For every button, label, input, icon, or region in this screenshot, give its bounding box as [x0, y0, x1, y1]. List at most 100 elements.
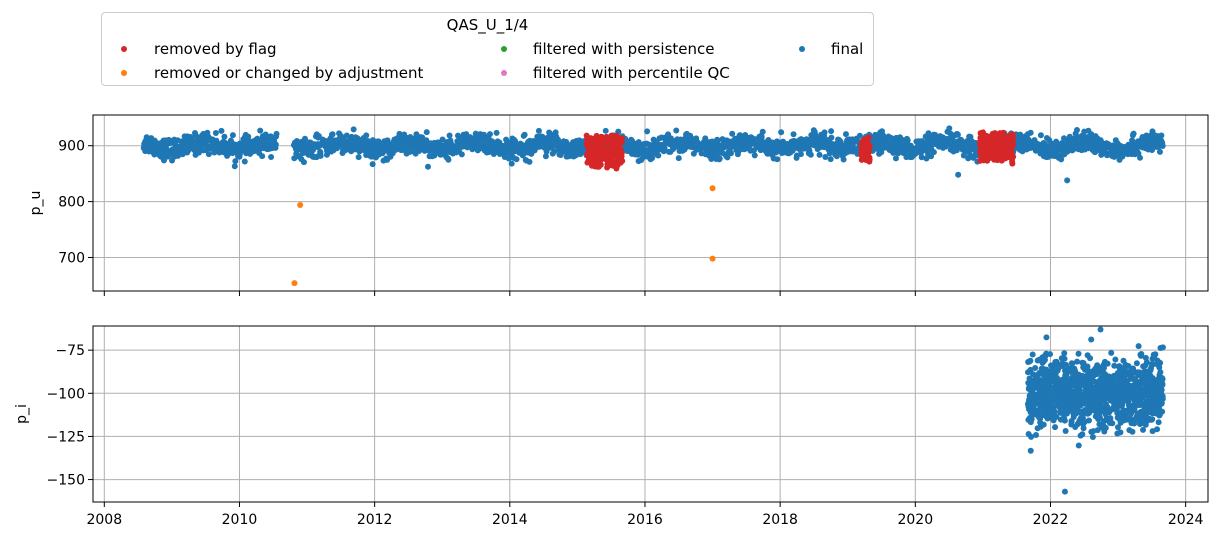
point-final — [1135, 343, 1142, 350]
point-final — [1027, 366, 1034, 373]
point-final — [1157, 359, 1164, 366]
point-final — [1088, 336, 1095, 343]
point-final — [790, 131, 797, 138]
point-final — [602, 127, 609, 134]
legend-label-removed-by-flag: removed by flag — [154, 40, 277, 58]
point-final — [716, 155, 723, 162]
point-final — [1156, 364, 1163, 371]
point-final — [1074, 358, 1081, 365]
point-final — [1107, 415, 1114, 422]
point-final — [1155, 419, 1162, 426]
point-final — [1140, 426, 1147, 433]
point-final — [675, 155, 682, 162]
y-tick-label: −100 — [47, 386, 85, 402]
point-final — [259, 153, 266, 160]
point-final — [439, 136, 446, 143]
point-final — [218, 127, 225, 134]
point-final — [751, 152, 758, 159]
point-final — [649, 154, 656, 161]
point-final — [954, 131, 961, 138]
point-final — [446, 132, 453, 139]
point-final — [1096, 414, 1103, 421]
point-final — [729, 130, 736, 137]
point-removed-or-changed-by-adjustment — [709, 185, 716, 192]
point-final — [1033, 431, 1040, 438]
point-removed-by-flag — [866, 142, 873, 149]
point-final — [1061, 417, 1068, 424]
x-tick-label: 2018 — [762, 512, 798, 528]
point-final — [1159, 395, 1166, 402]
point-final — [1149, 416, 1156, 423]
point-removed-by-flag — [1009, 134, 1016, 141]
point-final — [1097, 326, 1104, 333]
point-final — [350, 126, 357, 133]
legend-marker-filtered-persistence — [501, 46, 507, 52]
point-final — [257, 127, 264, 134]
point-final — [1156, 148, 1163, 155]
point-final — [930, 149, 937, 156]
point-final — [1154, 426, 1161, 433]
point-final — [1062, 428, 1069, 435]
point-final — [1108, 349, 1115, 356]
point-final — [904, 137, 911, 144]
point-final — [424, 163, 431, 170]
legend-label-filtered-percentile: filtered with percentile QC — [533, 64, 730, 82]
point-removed-or-changed-by-adjustment — [297, 201, 304, 208]
point-final — [644, 128, 651, 135]
point-final — [827, 156, 834, 163]
point-final — [160, 157, 167, 164]
point-final — [1064, 177, 1071, 184]
point-removed-by-flag — [597, 161, 604, 168]
point-final — [355, 154, 362, 161]
point-final — [1152, 351, 1159, 358]
point-final — [301, 135, 308, 142]
point-final — [892, 155, 899, 162]
point-final — [1158, 386, 1165, 393]
x-tick-label: 2012 — [357, 512, 393, 528]
point-final — [918, 154, 925, 161]
point-final — [1043, 334, 1050, 341]
y-tick-label: −75 — [55, 343, 85, 359]
point-final — [661, 145, 668, 152]
point-final — [1032, 365, 1039, 372]
point-removed-by-flag — [1010, 141, 1017, 148]
point-final — [1058, 156, 1065, 163]
point-final — [1114, 409, 1121, 416]
point-final — [1137, 154, 1144, 161]
point-final — [543, 148, 550, 155]
point-final — [1037, 132, 1044, 139]
point-final — [1129, 428, 1136, 435]
point-final — [1111, 362, 1118, 369]
point-final — [1061, 355, 1068, 362]
point-final — [229, 132, 236, 139]
point-final — [231, 163, 238, 170]
point-removed-or-changed-by-adjustment — [291, 280, 298, 287]
point-final — [1130, 130, 1137, 137]
point-removed-by-flag — [865, 134, 872, 141]
point-final — [856, 132, 863, 139]
point-final — [1027, 447, 1034, 454]
point-final — [232, 158, 239, 165]
legend-marker-filtered-percentile — [501, 70, 507, 76]
point-final — [211, 149, 218, 156]
point-final — [1159, 381, 1166, 388]
point-final — [1143, 359, 1150, 366]
point-final — [315, 132, 322, 139]
legend-marker-removed-by-adjustment — [121, 70, 127, 76]
point-final — [1061, 488, 1068, 495]
point-final — [369, 161, 376, 168]
point-final — [1114, 424, 1121, 431]
point-final — [458, 151, 465, 158]
point-final — [1053, 413, 1060, 420]
point-final — [1027, 357, 1034, 364]
point-final — [1028, 433, 1035, 440]
point-final — [1087, 355, 1094, 362]
y-tick-label: −125 — [47, 429, 85, 445]
point-final — [329, 131, 336, 138]
point-final — [245, 133, 252, 140]
point-final — [1048, 140, 1055, 147]
point-final — [1100, 365, 1107, 372]
point-final — [291, 155, 298, 162]
point-final — [300, 159, 307, 166]
point-final — [797, 151, 804, 158]
